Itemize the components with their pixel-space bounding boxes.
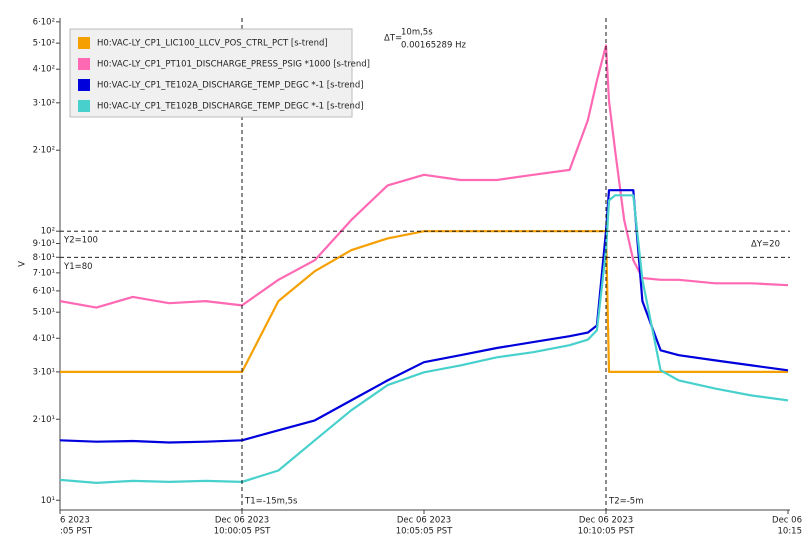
legend-label: H0:VAC-LY_CP1_PT101_DISCHARGE_PRESS_PSIG…: [97, 60, 370, 70]
y-tick-label: 10¹: [41, 496, 55, 506]
value-cursor-label: Y1=80: [63, 262, 93, 272]
delta-t-label: ΔT=: [384, 34, 402, 44]
y-tick-label: 9·10¹: [33, 239, 55, 249]
series-line: [60, 189, 788, 444]
y-tick-label: 6·10¹: [33, 286, 55, 296]
legend-label: H0:VAC-LY_CP1_TE102A_DISCHARGE_TEMP_DEGC…: [97, 81, 364, 91]
x-tick-label: 10:05:05 PST: [396, 527, 453, 537]
legend-label: H0:VAC-LY_CP1_LIC100_LLCV_POS_CTRL_PCT […: [97, 39, 328, 49]
series-line: [60, 230, 788, 373]
y-tick-label: 2·10¹: [33, 415, 55, 425]
x-tick-label: :05 PST: [60, 527, 93, 537]
y-tick-label: 3·10²: [33, 98, 55, 108]
y-tick-label: 6·10²: [33, 17, 55, 27]
y-tick-label: 8·10¹: [33, 253, 55, 263]
y-tick-label: 5·10²: [33, 39, 55, 49]
y-tick-label: 7·10¹: [33, 268, 55, 278]
value-cursor-label: Y2=100: [63, 236, 98, 246]
x-tick-label: 10:00:05 PST: [214, 527, 271, 537]
legend-swatch: [78, 37, 90, 49]
y-tick-label: 2·10²: [33, 146, 55, 156]
y-tick-label: 4·10²: [33, 65, 55, 75]
plot-area: [60, 44, 788, 484]
x-tick-label: Dec 06 2023: [579, 516, 633, 526]
legend-swatch: [78, 58, 90, 70]
time-cursor-label: T1=-15m,5s: [244, 497, 298, 507]
y-tick-label: 4·10¹: [33, 334, 55, 344]
x-tick-label: 10:10:05 PST: [578, 527, 635, 537]
x-tick-label: Dec 06: [772, 516, 802, 526]
series-line: [60, 194, 788, 484]
delta-y-label: ΔY=20: [751, 240, 780, 250]
time-cursor-label: T2=-5m: [608, 497, 643, 507]
x-tick-label: Dec 06 2023: [397, 516, 451, 526]
delta-t-freq: 0.00165289 Hz: [401, 41, 466, 51]
x-tick-label: Dec 06 2023: [215, 516, 269, 526]
legend-swatch: [78, 100, 90, 112]
delta-t-span: 10m,5s: [401, 28, 433, 38]
legend-box: [69, 28, 353, 118]
y-tick-label: 3·10¹: [33, 367, 55, 377]
y-tick-label: 5·10¹: [33, 308, 55, 318]
x-tick-label: 10:15: [778, 527, 803, 537]
y-axis-label: V: [18, 261, 28, 267]
legend-swatch: [78, 79, 90, 91]
legend-label: H0:VAC-LY_CP1_TE102B_DISCHARGE_TEMP_DEGC…: [97, 102, 364, 112]
series-line: [60, 44, 788, 309]
y-tick-label: 10²: [41, 227, 55, 237]
x-tick-label: 6 2023: [60, 516, 90, 526]
